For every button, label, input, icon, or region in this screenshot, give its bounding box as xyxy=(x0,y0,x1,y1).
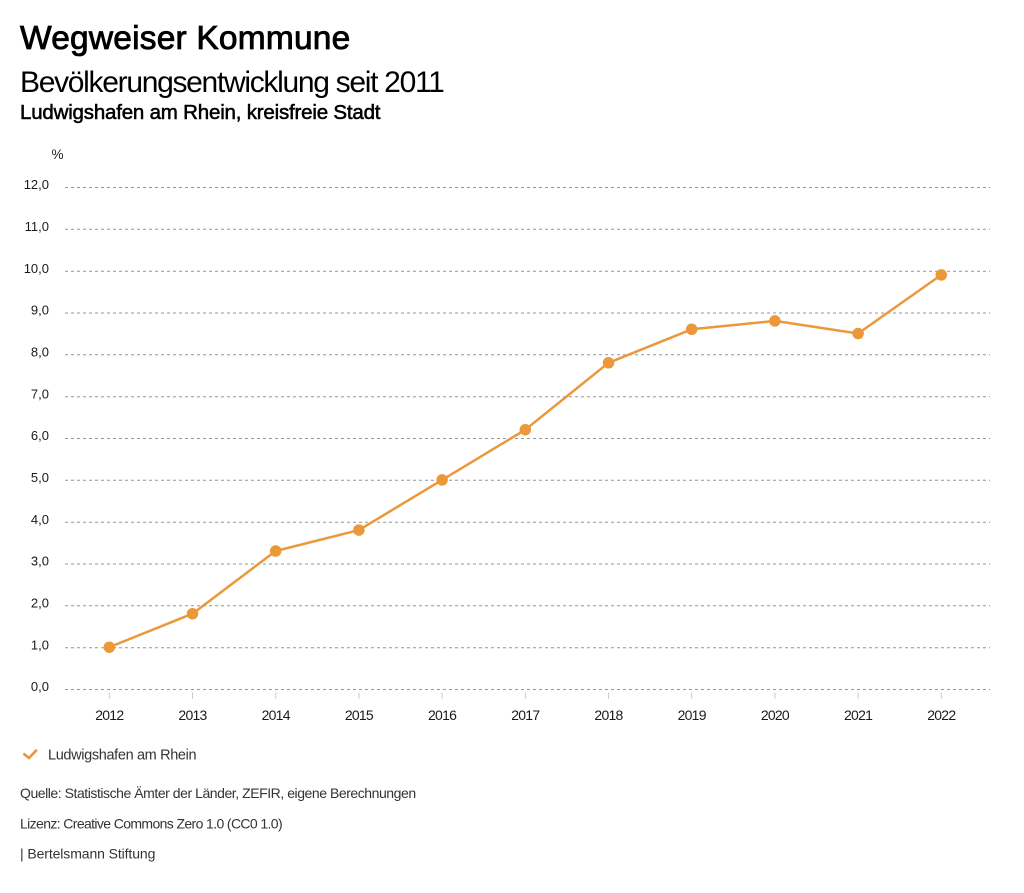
svg-text:1,0: 1,0 xyxy=(31,637,49,652)
svg-text:2021: 2021 xyxy=(844,707,873,723)
svg-text:2013: 2013 xyxy=(178,707,207,723)
svg-text:Wegweiser Kommune: Wegweiser Kommune xyxy=(20,20,350,57)
svg-text:2,0: 2,0 xyxy=(31,596,49,611)
svg-text:4,0: 4,0 xyxy=(31,512,49,527)
svg-text:Bevölkerungsentwicklung seit 2: Bevölkerungsentwicklung seit 2011 xyxy=(20,66,444,99)
svg-text:2016: 2016 xyxy=(428,707,457,723)
svg-text:11,0: 11,0 xyxy=(25,219,49,234)
svg-text:%: % xyxy=(51,147,63,162)
svg-text:6,0: 6,0 xyxy=(31,428,49,443)
svg-text:Quelle: Statistische Ämter der: Quelle: Statistische Ämter der Länder, Z… xyxy=(20,785,416,801)
svg-text:10,0: 10,0 xyxy=(24,261,49,276)
svg-text:2014: 2014 xyxy=(262,707,291,723)
svg-text:5,0: 5,0 xyxy=(31,470,49,485)
svg-text:2017: 2017 xyxy=(511,707,540,723)
svg-text:Ludwigshafen am Rhein, kreisfr: Ludwigshafen am Rhein, kreisfreie Stadt xyxy=(20,101,381,124)
svg-text:9,0: 9,0 xyxy=(31,303,49,318)
svg-text:2012: 2012 xyxy=(95,707,124,723)
svg-text:2022: 2022 xyxy=(927,707,956,723)
svg-text:7,0: 7,0 xyxy=(31,386,49,401)
svg-text:| Bertelsmann Stiftung: | Bertelsmann Stiftung xyxy=(20,846,155,862)
svg-text:0,0: 0,0 xyxy=(31,679,49,694)
svg-text:Ludwigshafen am Rhein: Ludwigshafen am Rhein xyxy=(48,748,197,764)
svg-text:12,0: 12,0 xyxy=(24,177,49,192)
svg-text:2015: 2015 xyxy=(345,707,374,723)
svg-text:2018: 2018 xyxy=(594,707,623,723)
svg-text:8,0: 8,0 xyxy=(31,345,49,360)
svg-text:3,0: 3,0 xyxy=(31,554,49,569)
svg-text:2020: 2020 xyxy=(761,707,790,723)
svg-text:Lizenz: Creative Commons Zero: Lizenz: Creative Commons Zero 1.0 (CC0 1… xyxy=(20,816,282,832)
svg-text:2019: 2019 xyxy=(678,707,707,723)
